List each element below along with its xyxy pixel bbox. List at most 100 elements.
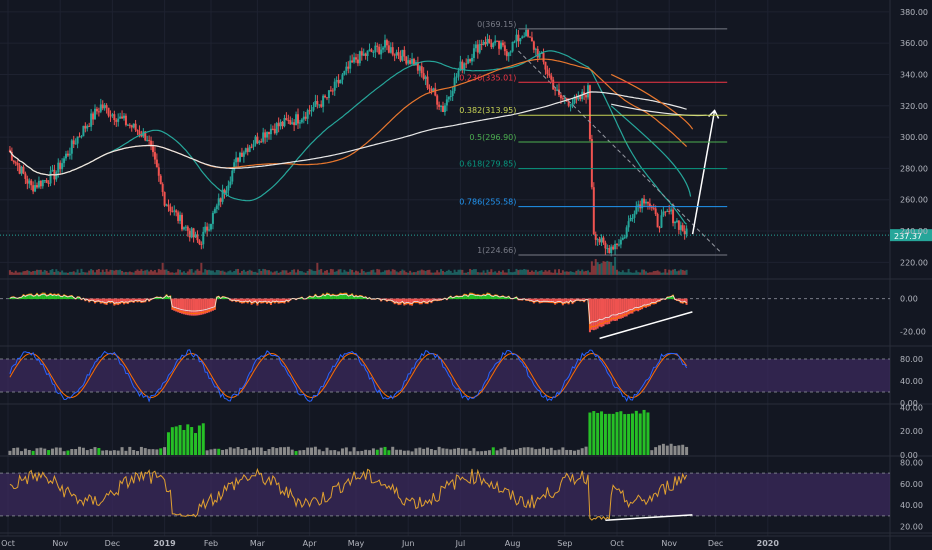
candle-body[interactable]	[240, 152, 243, 157]
candle-body[interactable]	[465, 63, 468, 65]
candle-body[interactable]	[287, 119, 290, 121]
candle-body[interactable]	[664, 211, 667, 213]
candle-body[interactable]	[407, 60, 410, 64]
candle-body[interactable]	[113, 114, 116, 121]
candle-body[interactable]	[536, 48, 539, 58]
candle-body[interactable]	[515, 34, 518, 42]
candle-body[interactable]	[401, 49, 404, 61]
candle-body[interactable]	[422, 73, 425, 79]
candle-body[interactable]	[277, 123, 280, 127]
candle-body[interactable]	[165, 204, 168, 206]
candle-body[interactable]	[587, 85, 589, 98]
candle-body[interactable]	[51, 169, 54, 172]
candle-body[interactable]	[217, 198, 220, 206]
trend-line[interactable]	[518, 50, 722, 254]
candle-body[interactable]	[169, 206, 172, 212]
candle-body[interactable]	[478, 43, 481, 53]
candle-body[interactable]	[463, 63, 466, 70]
candle-body[interactable]	[457, 70, 460, 77]
candle-body[interactable]	[389, 47, 392, 53]
candle-body[interactable]	[395, 52, 398, 56]
candle-body[interactable]	[291, 122, 294, 125]
candle-body[interactable]	[136, 129, 139, 132]
candle-body[interactable]	[271, 128, 274, 130]
candle-body[interactable]	[153, 152, 156, 160]
candle-body[interactable]	[353, 57, 356, 63]
candle-body[interactable]	[380, 49, 383, 55]
candle-body[interactable]	[413, 58, 415, 66]
candle-body[interactable]	[409, 60, 412, 64]
candle-body[interactable]	[219, 198, 222, 202]
candle-body[interactable]	[472, 48, 475, 58]
candle-body[interactable]	[97, 111, 100, 113]
candle-body[interactable]	[105, 105, 108, 108]
candle-body[interactable]	[57, 162, 60, 173]
candle-body[interactable]	[621, 237, 624, 240]
candle-body[interactable]	[619, 239, 622, 245]
rsi-divergence-line[interactable]	[605, 514, 693, 521]
candle-body[interactable]	[370, 49, 373, 53]
candle-body[interactable]	[61, 163, 64, 170]
candle-body[interactable]	[124, 115, 127, 125]
candle-body[interactable]	[405, 56, 408, 64]
candle-body[interactable]	[24, 173, 27, 179]
candle-body[interactable]	[295, 114, 298, 126]
candle-body[interactable]	[554, 89, 557, 91]
candle-body[interactable]	[306, 110, 309, 119]
candle-body[interactable]	[629, 218, 632, 222]
candle-body[interactable]	[329, 90, 332, 92]
candle-body[interactable]	[498, 40, 501, 49]
candle-body[interactable]	[138, 131, 141, 135]
candle-body[interactable]	[308, 110, 311, 112]
candle-body[interactable]	[152, 146, 154, 153]
candle-body[interactable]	[372, 51, 375, 53]
candle-body[interactable]	[443, 105, 446, 113]
candle-body[interactable]	[273, 128, 276, 134]
candle-body[interactable]	[469, 59, 472, 62]
candle-body[interactable]	[438, 104, 441, 107]
candle-body[interactable]	[511, 41, 514, 52]
candle-body[interactable]	[269, 128, 272, 135]
candle-body[interactable]	[434, 88, 437, 96]
candle-body[interactable]	[627, 221, 630, 228]
candle-body[interactable]	[322, 95, 325, 107]
candle-body[interactable]	[610, 246, 613, 253]
candle-body[interactable]	[391, 47, 394, 55]
candle-body[interactable]	[600, 237, 603, 243]
candle-body[interactable]	[666, 210, 669, 212]
macd-panel[interactable]	[0, 292, 890, 340]
candle-body[interactable]	[447, 96, 450, 100]
candle-body[interactable]	[426, 76, 429, 88]
candle-body[interactable]	[496, 40, 499, 42]
candle-body[interactable]	[345, 66, 348, 71]
candle-body[interactable]	[563, 98, 566, 100]
candle-body[interactable]	[285, 118, 288, 120]
candle-body[interactable]	[74, 143, 77, 145]
candle-body[interactable]	[486, 38, 489, 45]
candle-body[interactable]	[175, 210, 178, 213]
candle-body[interactable]	[72, 140, 75, 145]
candle-body[interactable]	[675, 220, 678, 222]
candle-body[interactable]	[324, 95, 327, 98]
candle-body[interactable]	[194, 234, 197, 238]
candle-body[interactable]	[190, 228, 193, 238]
candle-body[interactable]	[637, 204, 640, 206]
candle-body[interactable]	[32, 185, 35, 192]
candle-body[interactable]	[397, 52, 400, 56]
candle-body[interactable]	[623, 237, 626, 239]
candle-body[interactable]	[411, 58, 414, 64]
candle-body[interactable]	[39, 180, 42, 187]
candle-body[interactable]	[264, 132, 267, 138]
candle-body[interactable]	[239, 152, 241, 162]
candle-body[interactable]	[289, 120, 292, 125]
candle-body[interactable]	[461, 61, 464, 70]
candle-body[interactable]	[94, 108, 96, 120]
rsi-panel[interactable]	[0, 467, 890, 521]
candle-body[interactable]	[331, 90, 334, 92]
candle-body[interactable]	[159, 175, 162, 185]
candle-body[interactable]	[681, 225, 684, 231]
candle-body[interactable]	[679, 225, 682, 230]
stochastic-panel[interactable]	[0, 349, 890, 403]
candle-body[interactable]	[43, 180, 46, 182]
candle-body[interactable]	[204, 226, 207, 232]
